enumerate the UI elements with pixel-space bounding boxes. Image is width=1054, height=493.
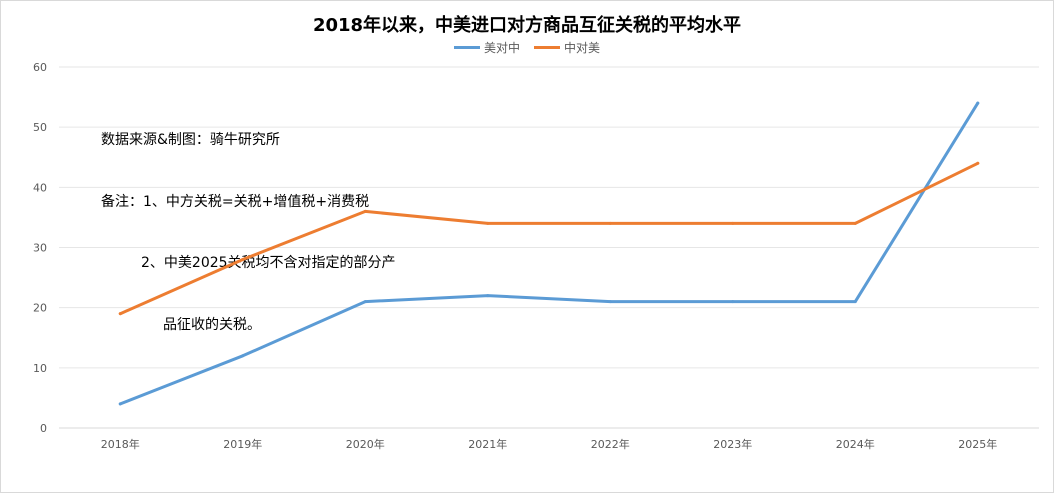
y-tick-label: 30 — [33, 242, 47, 255]
series-line-1 — [118, 161, 980, 316]
data-point-s0-4 — [608, 300, 612, 304]
x-tick-label: 2020年 — [346, 437, 385, 451]
legend-label-us-on-china: 美对中 — [483, 41, 520, 55]
data-point-s1-0 — [118, 312, 122, 316]
data-point-s1-4 — [608, 221, 612, 225]
data-point-s0-6 — [853, 300, 857, 304]
x-tick-label: 2018年 — [101, 437, 140, 451]
data-point-s0-5 — [731, 300, 735, 304]
x-tick-label: 2025年 — [958, 437, 997, 451]
y-tick-label: 0 — [40, 422, 47, 435]
annotation-source: 数据来源&制图：骑牛研究所 — [101, 132, 280, 148]
data-point-s1-2 — [363, 209, 367, 213]
y-tick-label: 50 — [33, 121, 47, 134]
annotation-block: 数据来源&制图：骑牛研究所 备注：1、中方关税=关税+增值税+消费税 2、中美2… — [101, 89, 396, 376]
series-line-0 — [118, 101, 980, 406]
annotation-note-1: 备注：1、中方关税=关税+增值税+消费税 — [101, 193, 370, 210]
x-tick-label: 2023年 — [713, 437, 752, 451]
legend-label-china-on-us: 中对美 — [564, 41, 601, 55]
y-tick-label: 60 — [33, 61, 47, 74]
data-point-s0-3 — [486, 294, 490, 298]
legend-swatch-us-on-china — [453, 46, 480, 49]
data-point-s1-3 — [486, 221, 490, 225]
annotation-note-2: 2、中美2025关税均不含对指定的部分产 — [141, 255, 396, 271]
data-point-s0-7 — [976, 101, 980, 105]
annotation-note-2-cont: 品征收的关税。 — [163, 316, 261, 333]
legend-item-china-on-us: 中对美 — [534, 39, 600, 56]
x-tick-label: 2021年 — [468, 437, 507, 451]
x-tick-label: 2022年 — [591, 437, 630, 451]
data-point-s1-7 — [976, 161, 980, 165]
data-point-s1-1 — [241, 258, 245, 262]
x-tick-label: 2019年 — [223, 437, 262, 451]
legend-swatch-china-on-us — [534, 46, 560, 49]
data-point-s1-5 — [731, 221, 735, 225]
y-tick-label: 10 — [33, 362, 47, 375]
chart-title: 2018年以来，中美进口对方商品互征关税的平均水平 — [312, 15, 742, 36]
data-point-s0-0 — [118, 402, 122, 406]
chart-legend: 美对中 中对美 — [1, 39, 1053, 56]
legend-item-us-on-china: 美对中 — [453, 39, 520, 56]
y-tick-label: 40 — [33, 181, 47, 194]
y-tick-label: 20 — [33, 302, 47, 315]
data-point-s0-1 — [241, 354, 245, 358]
data-point-s0-2 — [363, 300, 367, 304]
data-point-s1-6 — [853, 221, 857, 225]
x-tick-label: 2024年 — [836, 437, 875, 451]
